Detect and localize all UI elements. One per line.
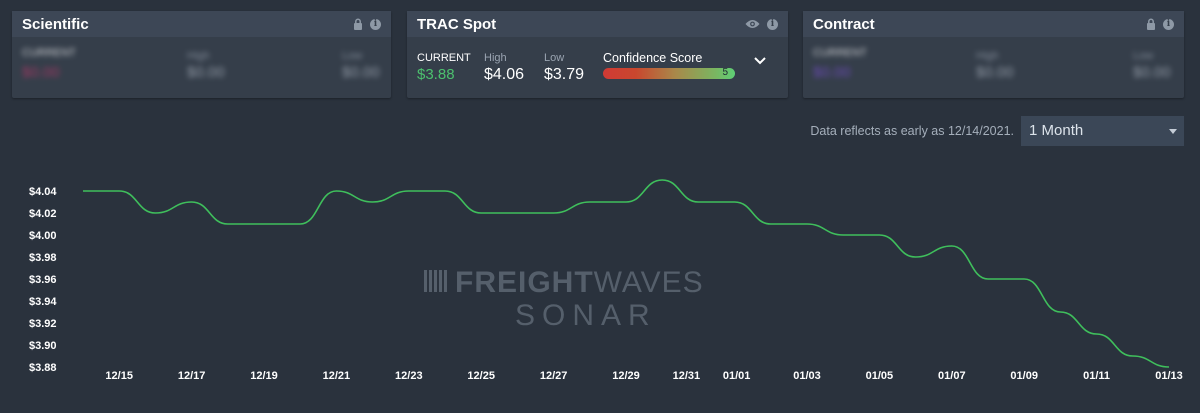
y-axis: $3.88 $3.90 $3.92 $3.94 $3.96 $3.98 $4.00 $4.02… (29, 186, 57, 374)
y-tick-label: $3.92 (29, 318, 57, 330)
x-tick-label: 12/29 (612, 370, 640, 382)
confidence-score-label: Confidence Score (603, 51, 703, 65)
scientific-card-header: Scientific i (12, 11, 391, 37)
watermark-freight: FREIGHT (455, 266, 594, 299)
contract-low-value: $0.00 (1133, 64, 1171, 81)
contract-card: Contract i CURRENT $0.00 High $0.00 Low … (803, 11, 1184, 98)
freightwaves-logo-icon (424, 270, 447, 292)
x-tick-label: 12/21 (323, 370, 351, 382)
x-tick-label: 01/07 (938, 370, 966, 382)
trac-spot-series-line (83, 179, 1170, 368)
contract-high-label: High (976, 50, 999, 62)
y-tick-label: $3.90 (29, 340, 57, 352)
trac-low-label: Low (544, 52, 565, 64)
x-tick-label: 01/09 (1010, 370, 1038, 382)
x-tick-label: 12/31 (673, 370, 701, 382)
trac-spot-card-header: TRAC Spot i (407, 11, 788, 37)
lock-icon[interactable] (1146, 18, 1156, 30)
x-axis: 12/15 12/17 12/19 12/21 12/23 12/25 12/27 12/29… (105, 370, 1182, 382)
contract-high-value: $0.00 (976, 64, 1014, 81)
range-select-value: 1 Month (1029, 122, 1084, 139)
chevron-down-icon[interactable] (753, 56, 767, 65)
scientific-current-value: $0.00 (22, 64, 60, 81)
y-tick-label: $4.04 (29, 186, 57, 198)
watermark-sonar: SONAR (515, 299, 657, 332)
scientific-low-label: Low (342, 50, 363, 62)
x-tick-label: 01/11 (1083, 370, 1110, 382)
scientific-high-value: $0.00 (187, 64, 225, 81)
y-tick-label: $4.02 (29, 208, 57, 220)
x-tick-label: 01/01 (723, 370, 751, 382)
eye-icon[interactable] (745, 19, 760, 29)
info-icon[interactable]: i (767, 18, 778, 30)
x-tick-label: 01/13 (1155, 370, 1183, 382)
x-tick-label: 12/23 (395, 370, 423, 382)
lock-icon[interactable] (353, 18, 363, 30)
svg-text:FREIGHTWAVES: FREIGHTWAVES (455, 266, 704, 299)
y-tick-label: $4.00 (29, 230, 57, 242)
trac-current-value: $3.88 (417, 66, 455, 83)
freightwaves-sonar-watermark: FREIGHTWAVES SONAR (424, 266, 704, 332)
trac-high-value: $4.06 (484, 66, 525, 83)
y-tick-label: $3.88 (29, 362, 57, 374)
y-tick-label: $3.96 (29, 274, 57, 286)
x-tick-label: 12/27 (540, 370, 568, 382)
trac-high-label: High (484, 52, 507, 64)
contract-low-label: Low (1133, 50, 1154, 62)
contract-card-header: Contract i (803, 11, 1184, 37)
x-tick-label: 12/19 (250, 370, 278, 382)
contract-current-label: CURRENT (813, 47, 867, 59)
x-tick-label: 12/25 (467, 370, 495, 382)
trac-spot-card-title: TRAC Spot (417, 15, 497, 33)
y-tick-label: $3.98 (29, 252, 57, 264)
contract-stats: CURRENT $0.00 High $0.00 Low $0.00 (803, 37, 1184, 98)
x-tick-label: 01/03 (793, 370, 821, 382)
confidence-score-bar: 5 (603, 67, 735, 79)
confidence-score-value: 5 (722, 67, 728, 78)
x-tick-label: 12/15 (105, 370, 133, 382)
x-tick-label: 12/17 (178, 370, 206, 382)
trac-spot-card: TRAC Spot i CURRENT $3.88 High $4.06 Low… (407, 11, 788, 98)
trac-spot-line-chart: FREIGHTWAVES SONAR $3.88$3.90$3.92$3.94$… (29, 179, 1183, 382)
y-tick-label: $3.94 (29, 296, 57, 308)
scientific-card: Scientific i CURRENT $0.00 High $0.00 Lo… (12, 11, 391, 98)
watermark-waves: WAVES (594, 266, 704, 299)
trac-spot-stats: CURRENT $3.88 High $4.06 Low $3.79 Confi… (407, 37, 788, 98)
info-icon[interactable]: i (370, 18, 381, 30)
scientific-card-title: Scientific (22, 15, 89, 33)
scientific-stats: CURRENT $0.00 High $0.00 Low $0.00 (12, 37, 391, 98)
info-icon[interactable]: i (1163, 18, 1174, 30)
scientific-current-label: CURRENT (22, 47, 76, 59)
range-select[interactable]: 1 Month (1021, 116, 1184, 146)
scientific-high-label: High (187, 50, 210, 62)
contract-card-title: Contract (813, 15, 875, 33)
scientific-low-value: $0.00 (342, 64, 380, 81)
trac-current-label: CURRENT (417, 52, 471, 64)
contract-current-value: $0.00 (813, 64, 851, 81)
caret-down-icon (1169, 129, 1177, 134)
trac-low-value: $3.79 (544, 66, 585, 83)
x-tick-label: 01/05 (866, 370, 894, 382)
data-reflects-note: Data reflects as early as 12/14/2021. (810, 124, 1014, 138)
